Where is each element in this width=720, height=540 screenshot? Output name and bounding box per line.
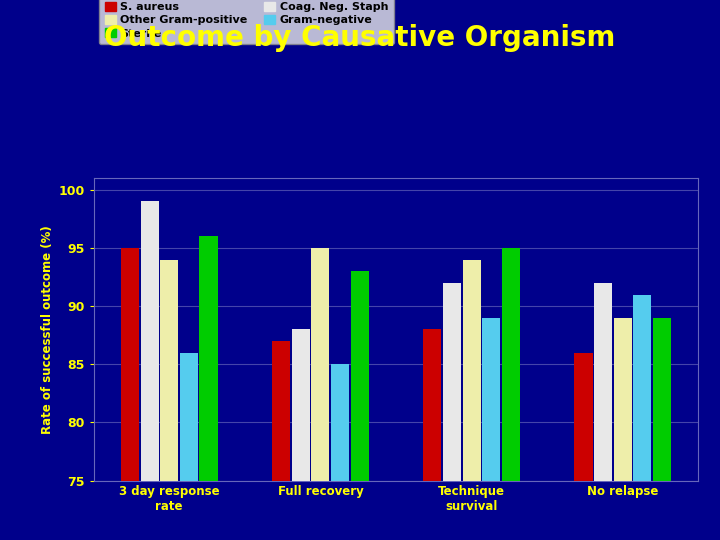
Bar bbox=[594, 283, 612, 540]
Bar bbox=[634, 294, 652, 540]
Bar bbox=[180, 353, 198, 540]
Bar bbox=[311, 248, 330, 540]
Bar bbox=[502, 248, 520, 540]
Bar bbox=[140, 201, 158, 540]
Bar bbox=[160, 260, 179, 540]
Bar bbox=[613, 318, 632, 540]
Legend: S. aureus, Other Gram-positive, Sterile, Coag. Neg. Staph, Gram-negative: S. aureus, Other Gram-positive, Sterile,… bbox=[99, 0, 394, 44]
Bar bbox=[462, 260, 481, 540]
Bar bbox=[199, 237, 217, 540]
Bar bbox=[292, 329, 310, 540]
Bar bbox=[272, 341, 290, 540]
Bar bbox=[121, 248, 139, 540]
Text: Outcome by Causative Organism: Outcome by Causative Organism bbox=[104, 24, 616, 52]
Bar bbox=[482, 318, 500, 540]
Bar bbox=[443, 283, 461, 540]
Bar bbox=[423, 329, 441, 540]
Bar bbox=[653, 318, 671, 540]
Bar bbox=[351, 271, 369, 540]
Bar bbox=[575, 353, 593, 540]
Y-axis label: Rate of successful outcome (%): Rate of successful outcome (%) bbox=[41, 225, 54, 434]
Bar bbox=[331, 364, 349, 540]
